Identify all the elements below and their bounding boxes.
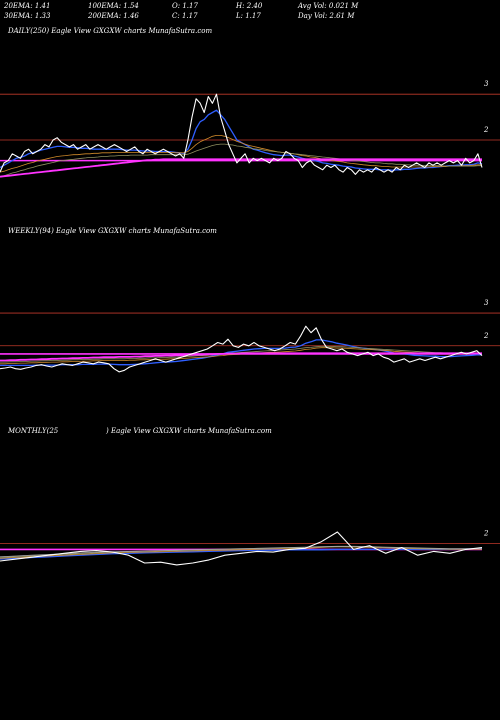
ema20-stat: 20EMA: 1.41: [4, 2, 51, 10]
monthly-panel-title: MONTHLY(25: [8, 427, 59, 435]
open-stat: O: 1.17: [172, 2, 198, 10]
daily-level-label: 3: [484, 80, 489, 88]
ema30-stat: 30EMA: 1.33: [4, 12, 51, 20]
ema100-stat: 100EMA: 1.54: [88, 2, 139, 10]
weekly-level-label: 3: [484, 299, 489, 307]
weekly-ema-olive-line: [0, 345, 482, 363]
high-stat: H: 2.40: [236, 2, 263, 10]
daily-level-label: 2: [483, 126, 489, 134]
stats-header: 20EMA: 1.41 30EMA: 1.33 100EMA: 1.54 200…: [4, 2, 496, 24]
ema200-stat: 200EMA: 1.46: [88, 12, 139, 20]
weekly-price-line: [0, 325, 483, 373]
daily-price-line: [0, 93, 483, 175]
avg-vol-stat: Avg Vol: 0.021 M: [298, 2, 359, 10]
monthly-panel: 2: [0, 530, 500, 566]
daily-ema-magenta-line: [0, 158, 482, 178]
day-vol-stat: Day Vol: 2.61 M: [298, 12, 355, 20]
close-stat: C: 1.17: [172, 12, 198, 20]
weekly-ema-magenta-line: [0, 352, 482, 362]
daily-panel: 32: [0, 80, 500, 178]
low-stat: L: 1.17: [236, 12, 261, 20]
weekly-panel-title: WEEKLY(94) Eagle View GXGXW charts Munaf…: [8, 227, 217, 235]
weekly-level-label: 2: [483, 332, 489, 340]
monthly-price-line: [0, 531, 483, 566]
monthly-panel-title-suffix: ) Eagle View GXGXW charts MunafaSutra.co…: [106, 427, 272, 435]
weekly-panel: 32: [0, 299, 500, 373]
daily-ema-orange-line: [0, 134, 482, 173]
daily-panel-title: DAILY(250) Eagle View GXGXW charts Munaf…: [8, 27, 213, 35]
daily-ema-olive-line: [0, 143, 482, 178]
monthly-level-label: 2: [483, 530, 489, 538]
monthly-ema-blue-line: [0, 548, 483, 560]
